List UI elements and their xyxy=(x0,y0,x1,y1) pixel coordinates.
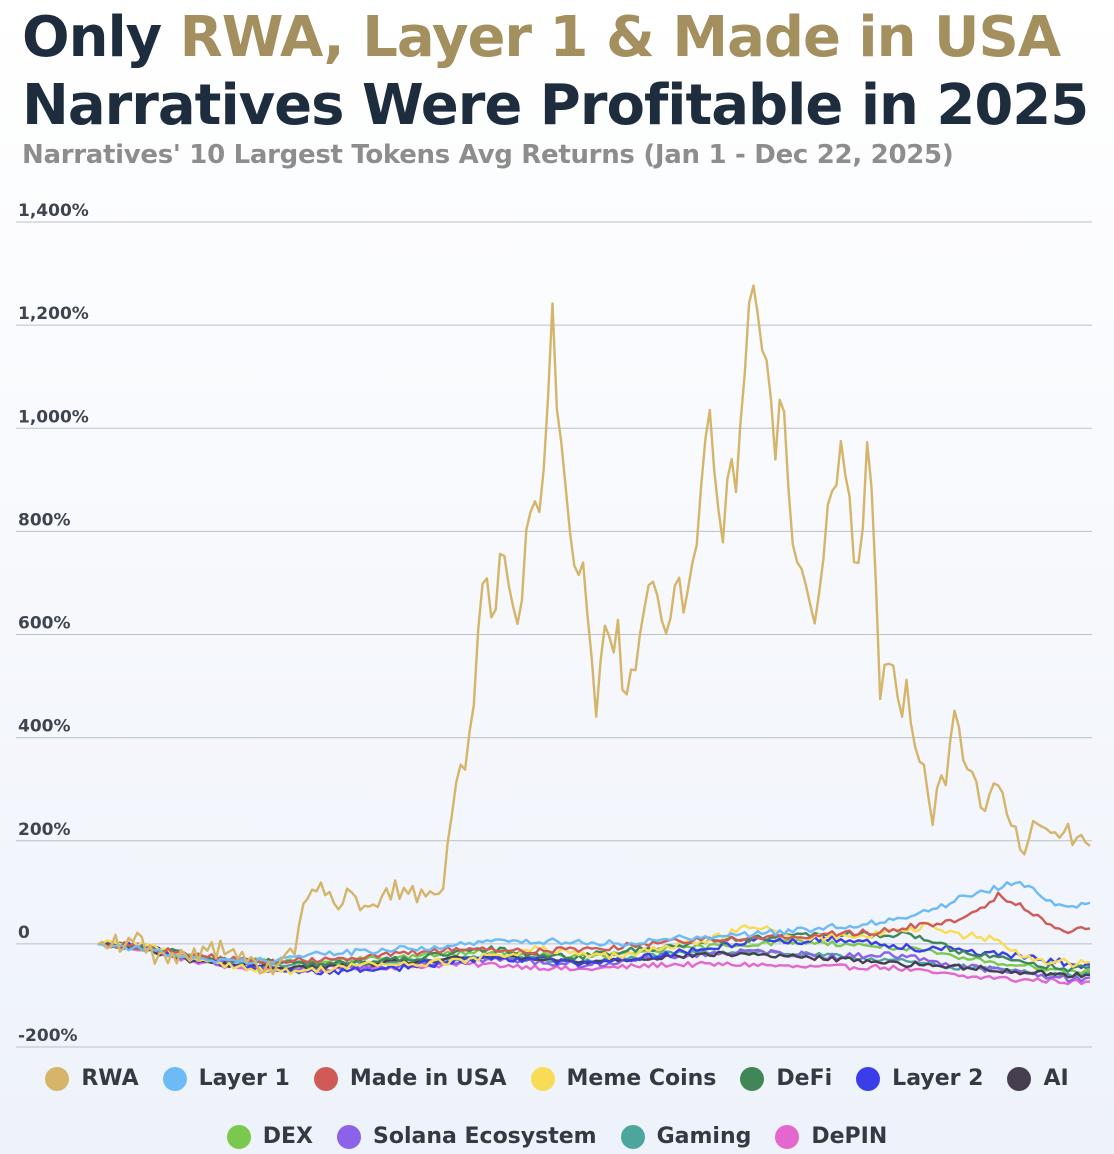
chart-subtitle: Narratives' 10 Largest Tokens Avg Return… xyxy=(22,140,954,170)
legend-label: RWA xyxy=(81,1066,139,1091)
legend-swatch xyxy=(336,1125,361,1149)
legend-label: Layer 1 xyxy=(198,1066,290,1091)
y-tick-label: 1,200% xyxy=(18,304,89,324)
legend-swatch xyxy=(856,1067,881,1091)
legend-swatch xyxy=(620,1125,645,1149)
legend-swatch xyxy=(1007,1067,1032,1091)
y-tick-label: 1,000% xyxy=(18,407,89,427)
legend-item-layer-2: Layer 2 xyxy=(856,1066,983,1092)
legend-label: AI xyxy=(1043,1066,1069,1091)
legend: RWA Layer 1 Made in USA Meme Coins DeFi Layer… xyxy=(0,1066,1114,1150)
y-tick-label: 0 xyxy=(18,923,30,943)
legend-swatch xyxy=(775,1125,800,1149)
series-layer xyxy=(97,284,1091,986)
series-line-made-in-usa xyxy=(97,891,1091,966)
title-line-2: Narratives Were Profitable in 2025 xyxy=(22,73,1089,138)
legend-swatch xyxy=(313,1067,338,1091)
legend-swatch xyxy=(530,1067,555,1091)
legend-item-dex: DEX xyxy=(226,1124,313,1150)
legend-label: DePIN xyxy=(811,1124,888,1149)
chart-title: Only RWA, Layer 1 & Made in USA Narrative… xyxy=(22,4,1089,140)
legend-label: Layer 2 xyxy=(892,1066,984,1091)
title-highlight: RWA, Layer 1 & Made in USA xyxy=(179,5,1061,70)
y-tick-label: -200% xyxy=(18,1026,78,1046)
legend-label: Gaming xyxy=(656,1124,752,1149)
legend-item-made-in-usa: Made in USA xyxy=(313,1066,507,1092)
legend-item-solana-ecosystem: Solana Ecosystem xyxy=(336,1124,597,1150)
legend-swatch xyxy=(45,1067,70,1091)
y-tick-label: 600% xyxy=(18,614,71,634)
legend-item-defi: DeFi xyxy=(740,1066,832,1092)
legend-label: Meme Coins xyxy=(566,1066,717,1091)
line-chart: -200% 0 200% 400% 600% 800% 1,000% 1,200% 1,400% xyxy=(16,201,1092,1048)
series-line-rwa xyxy=(97,284,1091,976)
legend-item-layer-1: Layer 1 xyxy=(162,1066,290,1092)
legend-label: DeFi xyxy=(776,1066,833,1091)
legend-item-meme-coins: Meme Coins xyxy=(530,1066,717,1092)
legend-label: DEX xyxy=(262,1124,313,1149)
legend-swatch xyxy=(226,1125,251,1149)
y-tick-label: 200% xyxy=(18,820,71,840)
legend-swatch xyxy=(740,1067,765,1091)
grid-layer: -200% 0 200% 400% 600% 800% 1,000% 1,200% 1,400% xyxy=(16,201,1092,1048)
legend-item-gaming: Gaming xyxy=(620,1124,752,1150)
y-tick-label: 400% xyxy=(18,717,71,737)
legend-swatch xyxy=(162,1067,187,1091)
legend-item-rwa: RWA xyxy=(45,1066,139,1092)
legend-label: Solana Ecosystem xyxy=(372,1124,597,1149)
series-line-layer-1 xyxy=(97,880,1091,965)
y-tick-label: 800% xyxy=(18,510,71,530)
legend-item-ai: AI xyxy=(1007,1066,1069,1092)
legend-item-depin: DePIN xyxy=(775,1124,887,1150)
legend-label: Made in USA xyxy=(349,1066,507,1091)
title-prefix: Only xyxy=(22,5,180,70)
y-tick-label: 1,400% xyxy=(18,201,89,221)
